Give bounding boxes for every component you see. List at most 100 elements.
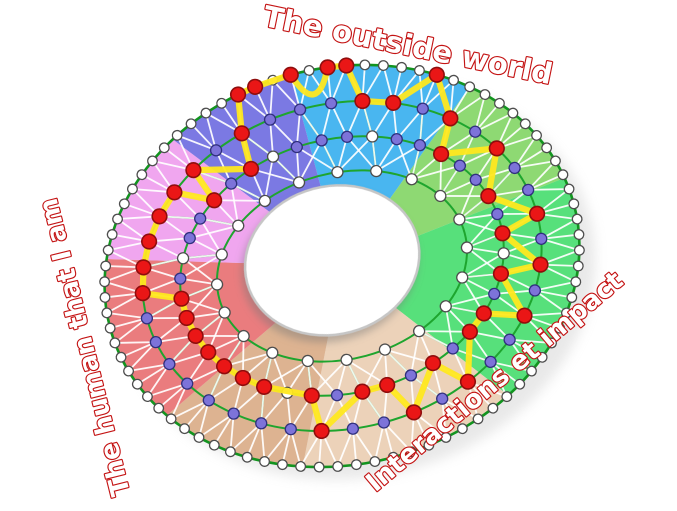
node-highlight-red	[480, 187, 497, 205]
node-outer	[303, 65, 315, 76]
node-outer	[241, 451, 253, 463]
node-highlight-red	[354, 92, 371, 110]
mesh-line	[461, 252, 505, 279]
node-second	[140, 312, 154, 325]
mesh-line	[269, 80, 274, 120]
mesh-line	[147, 382, 188, 398]
mesh-line	[198, 412, 235, 439]
node-highlight-red	[234, 369, 251, 387]
node-highlight-red	[303, 387, 320, 404]
mesh-line	[509, 338, 552, 344]
node-inner	[218, 306, 231, 319]
node-inner	[215, 248, 228, 261]
node-third	[194, 212, 207, 225]
mesh-line	[440, 179, 477, 197]
mesh-line	[189, 224, 239, 239]
mesh-line	[146, 363, 171, 398]
node-second	[522, 183, 535, 197]
mesh-line	[229, 413, 235, 452]
node-outer	[112, 213, 124, 225]
node-inner	[439, 300, 452, 313]
node-outer	[141, 391, 153, 403]
node-inner	[292, 176, 306, 189]
mesh-line	[383, 421, 412, 453]
node-outer	[193, 431, 205, 443]
node-third	[488, 287, 501, 301]
node-outer	[456, 423, 468, 435]
mesh-line	[269, 119, 274, 157]
node-third	[174, 272, 187, 285]
mesh-line	[183, 399, 210, 430]
mesh-line	[541, 237, 580, 252]
node-outer	[115, 351, 127, 363]
node-highlight-red	[424, 354, 442, 372]
node-outer	[313, 461, 325, 473]
node-outer	[396, 61, 408, 73]
node-outer	[572, 260, 584, 272]
node-inner	[210, 278, 224, 291]
mesh-line	[514, 160, 556, 169]
node-outer	[100, 260, 112, 272]
mesh-line	[489, 361, 508, 397]
node-third	[390, 133, 403, 146]
node-third	[404, 369, 418, 382]
mesh-line	[419, 330, 470, 333]
mesh-line	[411, 164, 461, 181]
node-highlight-red	[494, 225, 511, 242]
mesh-line	[158, 382, 188, 409]
node-highlight-red	[516, 307, 533, 324]
node-third	[225, 177, 238, 190]
ring-line-inner	[215, 169, 469, 363]
node-second	[436, 392, 449, 405]
mesh-line	[422, 79, 455, 110]
node-outer	[568, 198, 580, 210]
node-outer	[541, 142, 553, 154]
mesh-line	[474, 94, 486, 132]
node-inner	[412, 324, 426, 338]
node-outer	[171, 129, 183, 141]
node-outer	[387, 451, 399, 463]
node-outer	[99, 276, 111, 288]
node-outer	[550, 155, 561, 167]
node-inner	[232, 219, 245, 232]
node-outer	[377, 60, 389, 71]
node-outer	[102, 244, 114, 256]
node-second	[202, 394, 215, 407]
node-outer	[448, 74, 460, 86]
mesh-line	[269, 118, 298, 148]
mesh-line	[320, 103, 332, 141]
mesh-line	[170, 399, 210, 420]
node-highlight-red	[185, 162, 202, 179]
node-outer	[136, 169, 148, 181]
node-inner	[301, 354, 314, 368]
node-highlight-red	[166, 184, 183, 201]
node-outer	[479, 89, 491, 101]
mesh-line	[352, 428, 376, 463]
mesh-line	[528, 188, 570, 191]
node-highlight-red	[313, 422, 330, 440]
mesh-line	[418, 330, 454, 350]
mesh-line	[223, 351, 273, 368]
mesh-line	[263, 428, 292, 463]
node-highlight-red	[488, 140, 505, 157]
node-inner	[331, 165, 344, 179]
node-highlight-red	[216, 358, 233, 375]
node-third	[176, 252, 190, 265]
mesh-line	[260, 423, 266, 462]
node-outer	[158, 142, 170, 154]
node-third	[290, 140, 303, 154]
node-second	[181, 377, 194, 390]
node-second	[263, 113, 277, 126]
mesh-line	[182, 257, 218, 286]
mesh-line	[213, 413, 235, 446]
mesh-line	[534, 289, 567, 314]
node-second	[484, 355, 497, 369]
node-outer	[413, 65, 425, 76]
node-outer	[131, 378, 143, 390]
node-outer	[519, 118, 531, 130]
node-second	[508, 161, 521, 175]
mesh-line	[289, 428, 302, 467]
node-outer	[514, 378, 526, 390]
node-outer	[563, 183, 575, 195]
